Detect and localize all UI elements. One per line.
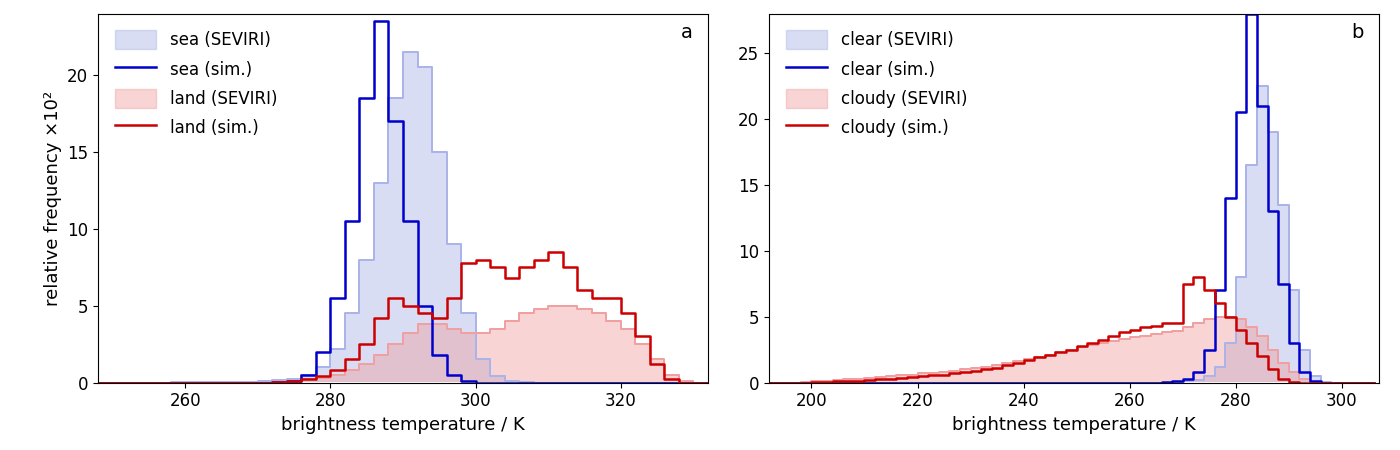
Legend: sea (SEVIRI), sea (sim.), land (SEVIRI), land (sim.): sea (SEVIRI), sea (sim.), land (SEVIRI),… — [106, 22, 286, 145]
X-axis label: brightness temperature / K: brightness temperature / K — [952, 416, 1196, 434]
Y-axis label: relative frequency ×10²: relative frequency ×10² — [43, 90, 62, 306]
X-axis label: brightness temperature / K: brightness temperature / K — [281, 416, 525, 434]
Text: b: b — [1351, 23, 1364, 42]
Text: a: a — [680, 23, 693, 42]
Legend: clear (SEVIRI), clear (sim.), cloudy (SEVIRI), cloudy (sim.): clear (SEVIRI), clear (sim.), cloudy (SE… — [777, 22, 976, 145]
